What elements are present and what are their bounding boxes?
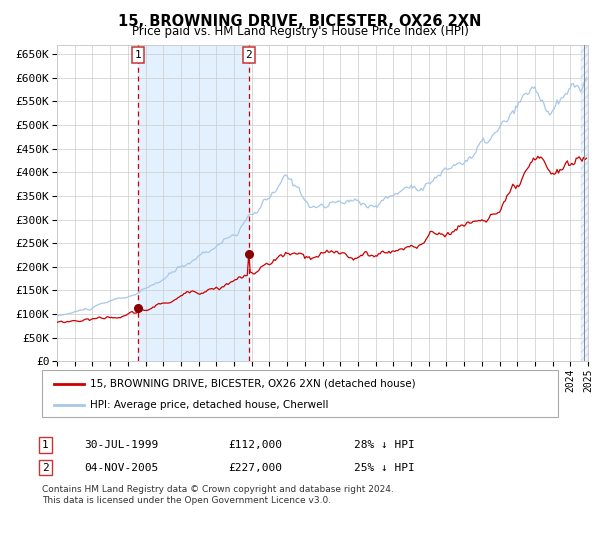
- Text: 15, BROWNING DRIVE, BICESTER, OX26 2XN: 15, BROWNING DRIVE, BICESTER, OX26 2XN: [118, 14, 482, 29]
- Text: Contains HM Land Registry data © Crown copyright and database right 2024.: Contains HM Land Registry data © Crown c…: [42, 485, 394, 494]
- Text: 2: 2: [245, 50, 252, 60]
- Text: 30-JUL-1999: 30-JUL-1999: [84, 440, 158, 450]
- Text: 2: 2: [42, 463, 49, 473]
- Text: Price paid vs. HM Land Registry's House Price Index (HPI): Price paid vs. HM Land Registry's House …: [131, 25, 469, 38]
- Text: 25% ↓ HPI: 25% ↓ HPI: [354, 463, 415, 473]
- Text: £227,000: £227,000: [228, 463, 282, 473]
- Text: £112,000: £112,000: [228, 440, 282, 450]
- Text: 1: 1: [134, 50, 142, 60]
- Bar: [138, 45, 249, 361]
- Text: 15, BROWNING DRIVE, BICESTER, OX26 2XN (detached house): 15, BROWNING DRIVE, BICESTER, OX26 2XN (…: [90, 379, 416, 389]
- Text: HPI: Average price, detached house, Cherwell: HPI: Average price, detached house, Cher…: [90, 400, 329, 410]
- Text: This data is licensed under the Open Government Licence v3.0.: This data is licensed under the Open Gov…: [42, 496, 331, 505]
- Text: 1: 1: [42, 440, 49, 450]
- Text: 28% ↓ HPI: 28% ↓ HPI: [354, 440, 415, 450]
- Bar: [581, 45, 588, 361]
- Text: 04-NOV-2005: 04-NOV-2005: [84, 463, 158, 473]
